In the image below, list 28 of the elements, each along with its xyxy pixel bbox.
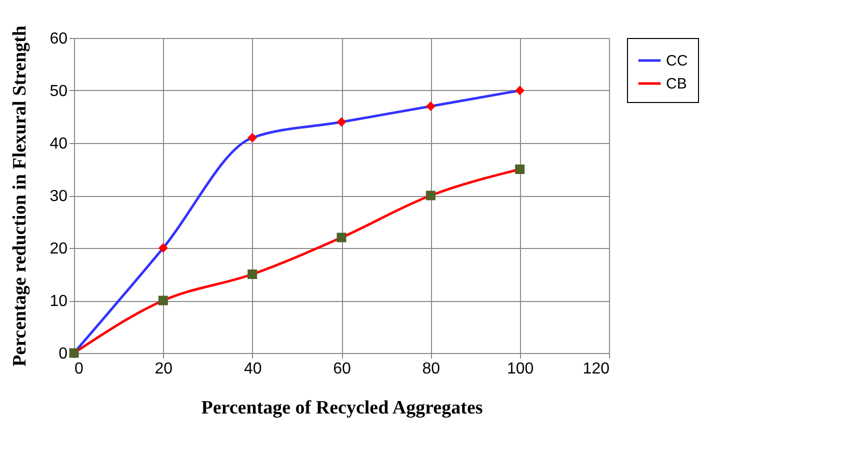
point — [426, 102, 436, 111]
point — [336, 232, 346, 242]
x-tick-label: 20 — [154, 360, 173, 378]
x-tick-label: 0 — [74, 360, 84, 378]
x-tick-label: 60 — [333, 360, 351, 378]
y-tick-label: 0 — [58, 346, 68, 362]
y-tick-label: 40 — [50, 136, 68, 152]
legend-label: CB — [666, 76, 687, 92]
y-tick-label: 10 — [50, 293, 68, 310]
point — [515, 86, 525, 96]
x-tick-label: 100 — [506, 360, 534, 378]
point — [336, 117, 346, 127]
x-tick-label: 40 — [244, 360, 262, 378]
point — [158, 296, 168, 306]
point — [248, 270, 258, 279]
x-axis-title: Percentage of Recycled Aggregates — [201, 398, 483, 418]
y-tick-label: 60 — [50, 30, 68, 48]
legend-label: CC — [666, 52, 688, 70]
x-tick-label: 120 — [582, 360, 610, 378]
x-tick-label: 80 — [422, 360, 440, 378]
point — [248, 133, 258, 142]
point — [515, 164, 525, 174]
y-tick-label: 50 — [50, 83, 68, 100]
y-tick-label: 20 — [50, 240, 68, 258]
point — [426, 190, 436, 200]
y-tick-label: 30 — [50, 188, 68, 205]
point — [158, 243, 168, 253]
y-axis-title: Percentage reduction in Flexural Strength — [10, 25, 31, 366]
